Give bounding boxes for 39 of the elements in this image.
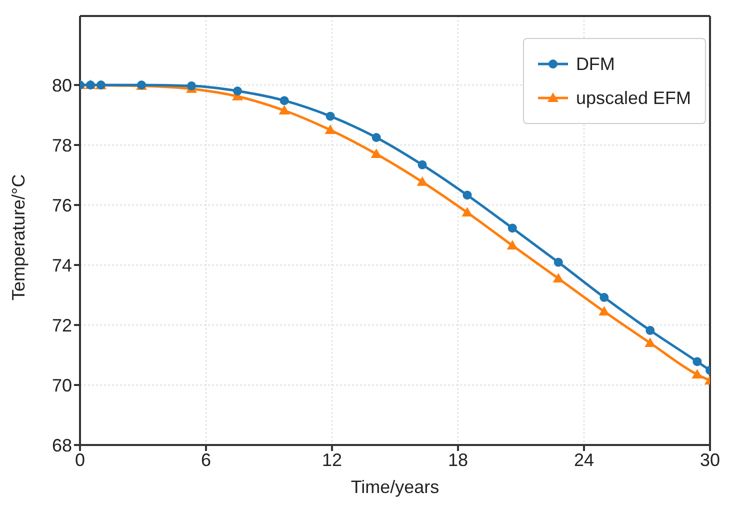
y-tick-label: 78 xyxy=(52,135,72,156)
point xyxy=(233,86,242,96)
point xyxy=(326,112,335,121)
point xyxy=(554,258,563,267)
y-tick-label: 74 xyxy=(52,255,72,276)
point xyxy=(552,273,564,282)
x-tick-label: 12 xyxy=(322,450,342,470)
point xyxy=(462,207,473,216)
x-tick-label: 6 xyxy=(200,450,212,470)
x-tick-label: 18 xyxy=(448,450,468,470)
point xyxy=(324,124,336,134)
point xyxy=(418,160,427,170)
point xyxy=(278,105,290,114)
point xyxy=(372,133,381,142)
point xyxy=(506,240,518,250)
legend-label: DFM xyxy=(576,54,615,74)
point xyxy=(508,224,517,233)
y-tick-label: 76 xyxy=(52,195,72,216)
y-tick-label: 72 xyxy=(52,315,72,336)
point xyxy=(280,96,289,106)
point xyxy=(692,369,703,378)
point xyxy=(644,338,656,347)
x-tick-label: 30 xyxy=(700,450,720,470)
point xyxy=(646,326,655,335)
point xyxy=(187,81,196,90)
y-tick-label: 70 xyxy=(52,375,72,396)
point xyxy=(416,176,428,186)
y-axis-title: Temperature/°C xyxy=(8,174,28,300)
point xyxy=(600,292,609,302)
y-tick-label: 80 xyxy=(52,75,72,96)
x-tick-label: 0 xyxy=(74,450,86,470)
point xyxy=(370,148,382,158)
y-tick-label: 68 xyxy=(52,435,72,456)
x-tick-label: 24 xyxy=(574,450,594,470)
point xyxy=(598,306,610,316)
point xyxy=(692,357,702,366)
point xyxy=(462,190,472,200)
legend-label: upscaled EFM xyxy=(576,88,691,108)
x-axis-title: Time/years xyxy=(350,477,440,497)
